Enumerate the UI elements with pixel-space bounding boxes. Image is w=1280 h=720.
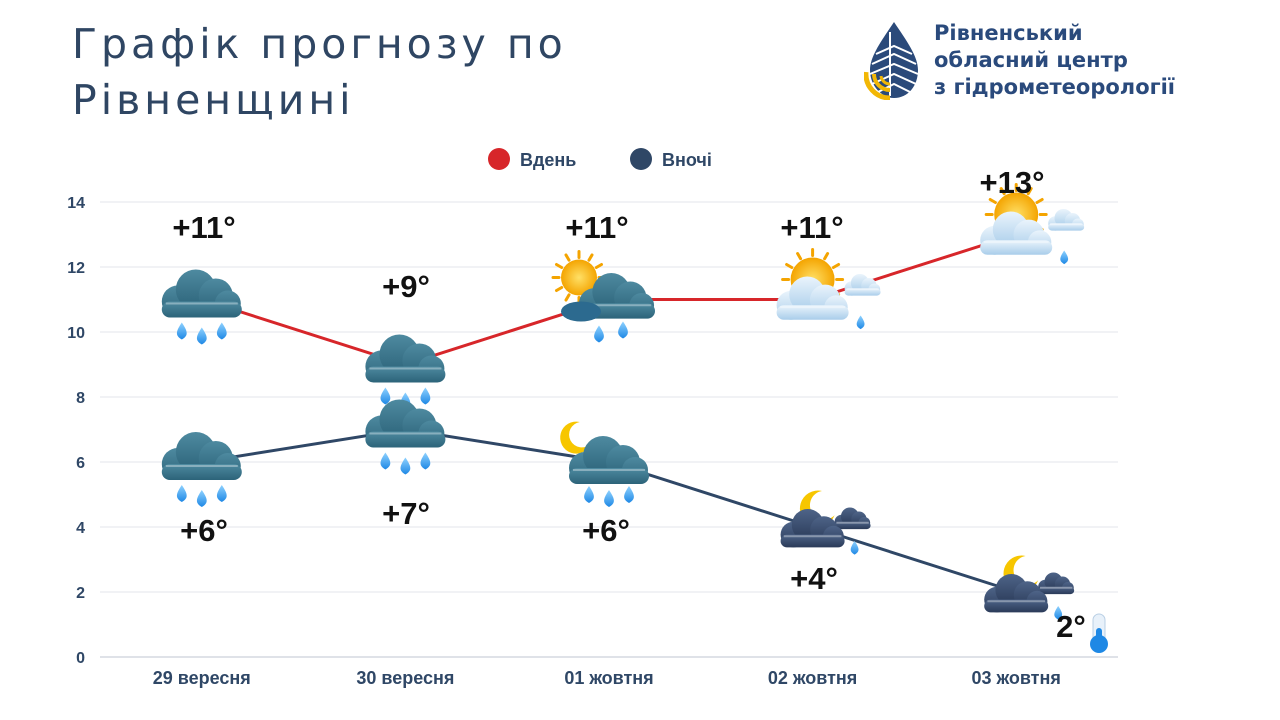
raindrop-icon [196,490,207,507]
moon-rain-cloud-icon [560,421,649,507]
cloud-icon [161,432,242,480]
legend: Вдень Вночі [488,148,712,170]
raindrop-icon [1054,606,1063,620]
cloud-icon [161,269,242,318]
org-name-line-2: обласний центр [934,47,1128,72]
data-label-day: +9° [382,269,430,304]
data-label-night: 2° [1056,609,1086,644]
raindrop-icon [420,452,431,470]
x-tick-label: 02 жовтня [768,668,857,688]
raindrop-icon [1060,250,1069,265]
legend-label: Вночі [662,150,712,170]
moon-cloud-drizzle-icon [984,555,1075,620]
small-cloud-icon [844,274,881,296]
legend-label: Вдень [520,150,576,170]
rain-cloud-icon [365,399,446,475]
raindrop-icon [594,325,604,343]
raindrop-icon [400,457,411,475]
raindrop-icon [380,387,391,405]
title-line-1: Графік прогнозу по [72,20,567,68]
raindrop-icon [584,486,594,503]
cloud-icon [984,574,1049,613]
legend-marker [630,148,652,170]
y-tick-label: 4 [76,520,85,537]
sun-rain-cloud-icon [551,250,655,343]
x-tick-label: 29 вересня [153,668,251,688]
raindrop-icon [420,387,431,405]
y-tick-label: 14 [67,195,85,212]
data-label-day: +11° [780,210,843,245]
cloud-icon [776,276,849,320]
data-label-night: +7° [382,496,430,531]
cloud-icon [365,334,446,383]
raindrop-icon [604,490,614,507]
data-label-day: +11° [565,210,628,245]
moon-icon [560,421,591,454]
sun-cloud-drizzle-icon [980,183,1085,265]
x-tick-label: 01 жовтня [564,668,653,688]
raindrop-icon [618,321,628,339]
data-label-night: +6° [582,513,630,548]
y-tick-label: 10 [67,325,85,342]
y-tick-label: 2 [76,585,85,602]
raindrop-icon [216,322,227,340]
rain-cloud-icon [365,334,446,410]
hydromet-logo-icon [864,22,919,100]
data-label-night: +4° [790,561,838,596]
x-tick-label: 30 вересня [356,668,454,688]
y-tick-label: 0 [76,650,85,667]
data-label-night: +6° [180,513,228,548]
sun-cloud-drizzle-icon [776,248,881,330]
organization-brand: Рівненський обласний центр з гідрометеор… [864,18,1175,102]
thermometer-icon [1090,613,1108,653]
legend-marker [488,148,510,170]
rain-cloud-icon [161,432,242,507]
small-cloud-icon [1048,209,1085,231]
raindrop-icon [196,327,207,345]
cloud-icon [980,211,1053,255]
raindrop-icon [176,322,187,340]
small-cloud-icon [834,507,871,530]
raindrop-icon [216,485,227,502]
moon-cloud-drizzle-icon [780,490,871,555]
cloud-icon [780,509,845,548]
y-tick-label: 12 [67,260,85,277]
raindrop-icon [176,485,187,502]
cloud-icon [365,399,446,448]
small-cloud-icon [1038,572,1075,595]
page-title: Графік прогнозу по Рівненщині [72,16,567,128]
raindrop-icon [856,315,865,330]
y-tick-label: 6 [76,455,85,472]
rain-cloud-icon [161,269,242,345]
org-name-line-1: Рівненський [934,20,1083,45]
y-tick-label: 8 [76,390,85,407]
cloud-icon [569,436,649,484]
title-line-2: Рівненщині [72,76,355,124]
raindrop-icon [624,486,634,503]
data-label-day: +13° [980,165,1045,200]
x-tick-label: 03 жовтня [972,668,1061,688]
raindrop-icon [850,541,859,555]
raindrop-icon [380,452,391,470]
organization-name: Рівненський обласний центр з гідрометеор… [934,20,1175,101]
org-name-line-3: з гідрометеорології [934,74,1175,99]
data-label-day: +11° [172,210,235,245]
